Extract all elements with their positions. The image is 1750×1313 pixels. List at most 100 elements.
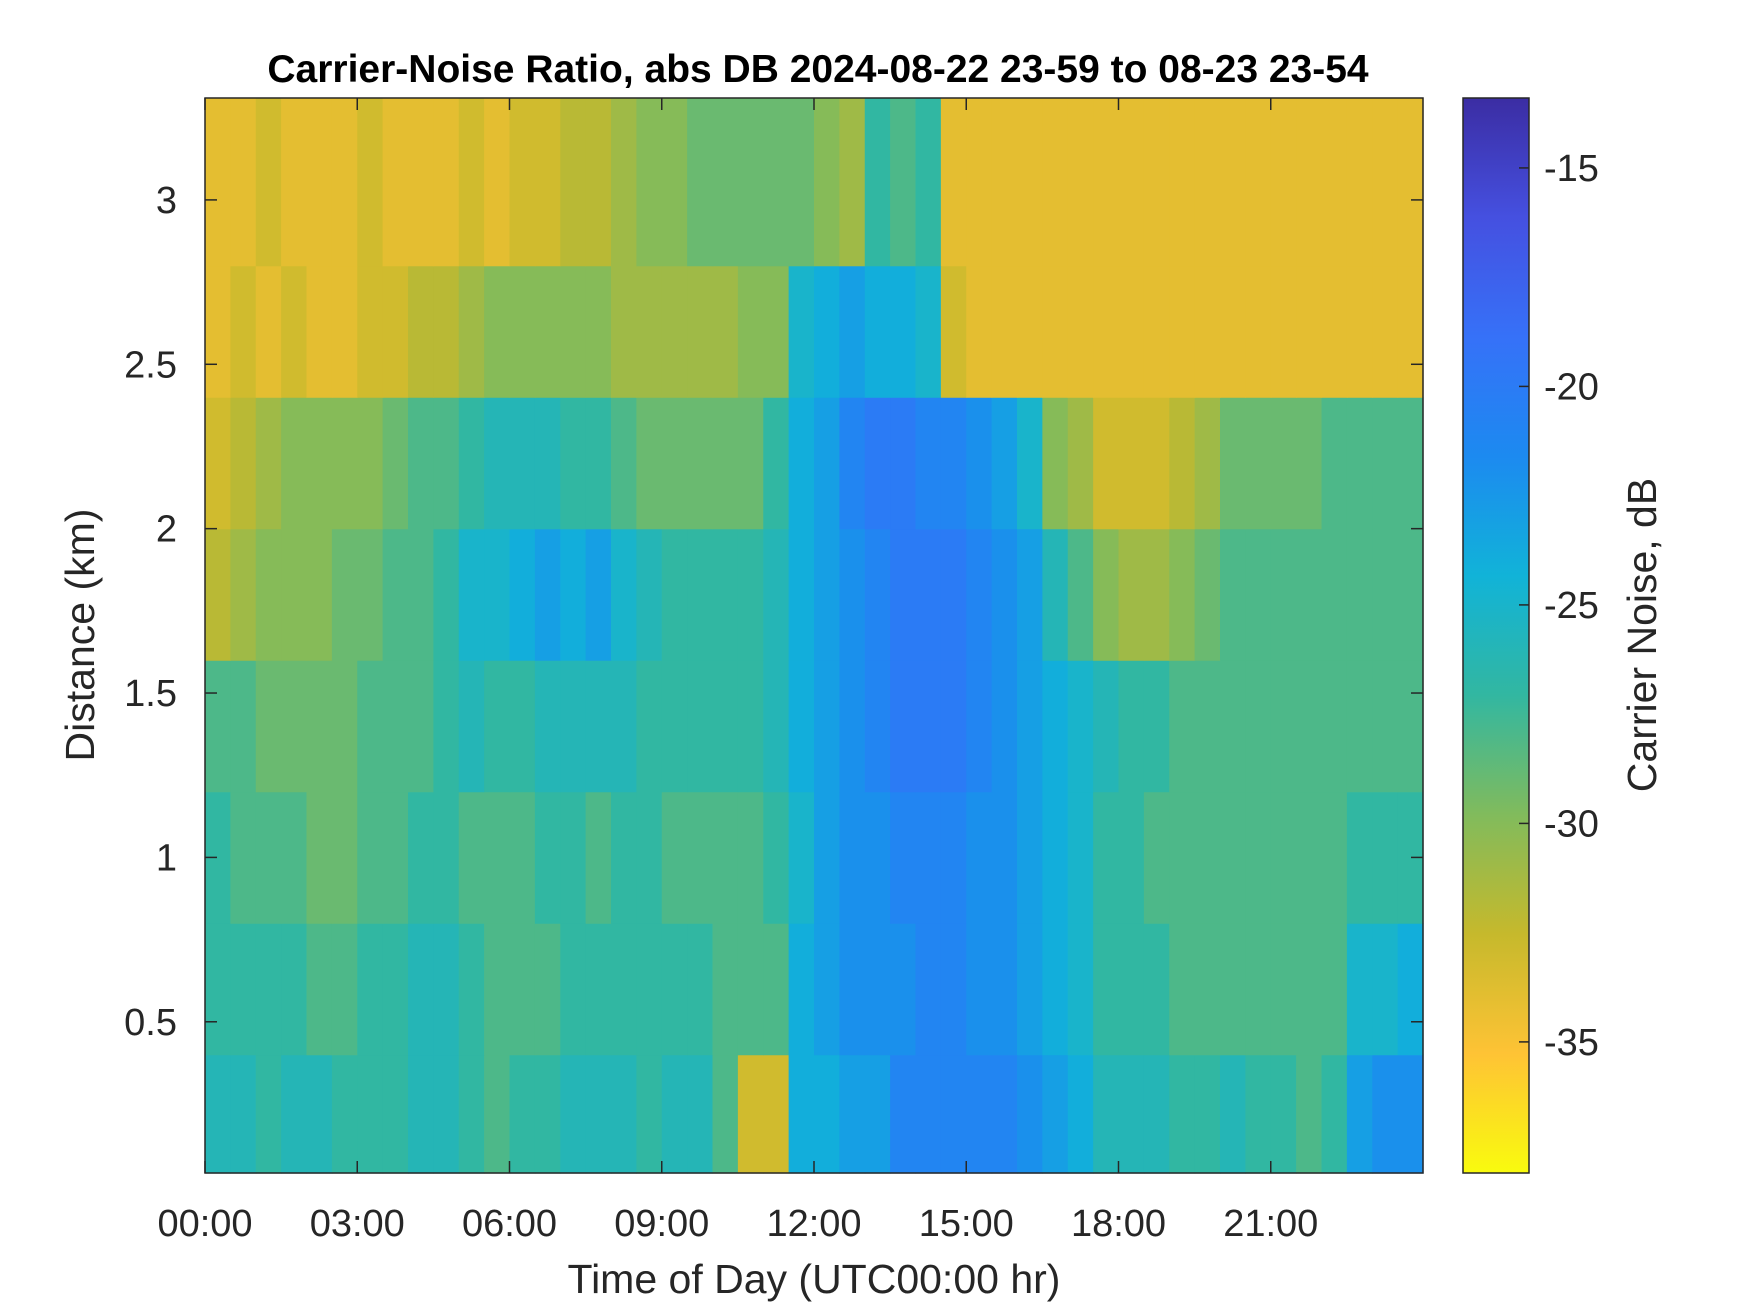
x-tick-label: 18:00 [1071,1203,1166,1245]
heatmap-cell [1017,265,1043,398]
heatmap-cell [1194,265,1221,398]
heatmap-cell [1397,397,1424,530]
heatmap-cell [611,660,637,793]
heatmap-cell [1296,98,1323,267]
heatmap-cell [991,528,1018,661]
heatmap-cell [991,265,1018,398]
heatmap-cell [585,660,612,793]
heatmap-cell [915,98,942,267]
x-tick-label: 03:00 [310,1203,405,1245]
heatmap-cell [712,791,739,924]
heatmap-cell [966,265,993,398]
heatmap-cell [205,1054,231,1174]
heatmap-cell [1372,923,1399,1056]
heatmap-cell [890,791,917,924]
heatmap-cell [331,1054,358,1174]
heatmap-cell [408,791,434,924]
colorbar-ticks: -15 -20 -25 -30 -35 [1519,148,1599,1064]
heatmap-cell [1042,528,1069,661]
heatmap-cell [255,791,282,924]
heatmap-cell [839,528,866,661]
heatmap-cell [1143,98,1170,267]
heatmap-cell [611,397,637,530]
x-tick-label: 00:00 [157,1203,252,1245]
heatmap-cell [864,791,891,924]
heatmap-cell [1245,397,1272,530]
x-tick-label: 21:00 [1223,1203,1318,1245]
heatmap-cell [382,528,409,661]
heatmap-cell [509,1054,536,1174]
heatmap-cell [230,265,257,398]
heatmap-cell [1118,923,1145,1056]
heatmap-cell [1321,1054,1348,1174]
heatmap-cell [585,923,612,1056]
heatmap-cell [585,791,612,924]
heatmap-cell [1270,265,1297,398]
heatmap-cell [890,923,917,1056]
heatmap-cell [1169,660,1196,793]
heatmap-cell [331,98,358,267]
heatmap-cell [890,265,917,398]
x-tick-label: 15:00 [919,1203,1014,1245]
heatmap-cell [382,660,409,793]
heatmap-cell [281,98,308,267]
heatmap-cell [357,1054,384,1174]
heatmap-cell [1143,265,1170,398]
heatmap-cell [940,98,967,267]
heatmap-cell [1194,528,1221,661]
colorbar-tick-label: -25 [1544,585,1599,627]
heatmap-cell [712,397,739,530]
heatmap-cell [1143,660,1170,793]
heatmap-cell [763,923,790,1056]
heatmap-cell [737,98,764,267]
heatmap-cell [306,791,333,924]
heatmap-cell [1296,660,1323,793]
heatmap-cell [788,98,815,267]
heatmap-cell [1093,528,1120,661]
heatmap-cell [1093,265,1120,398]
heatmap-cell [611,528,637,661]
heatmap-cell [281,923,308,1056]
heatmap-cell [560,98,587,267]
heatmap-cell [788,265,815,398]
heatmap-cell [230,98,257,267]
heatmap-cell [1042,397,1069,530]
heatmap-cell [864,923,891,1056]
heatmap-cell [864,1054,891,1174]
heatmap-cell [737,791,764,924]
heatmap-cell [1118,791,1145,924]
heatmap-cell [306,923,333,1056]
heatmap-cell [1169,923,1196,1056]
heatmap-cell [357,528,384,661]
heatmap-cell [484,1054,511,1174]
heatmap-cell [1220,660,1246,793]
heatmap-cell [1296,397,1323,530]
heatmap-cell [1397,528,1424,661]
heatmap-cell [433,923,460,1056]
heatmap-cell [331,528,358,661]
heatmap-cell [1270,923,1297,1056]
heatmap-cell [458,923,485,1056]
heatmap-cell [864,528,891,661]
heatmap-cell [1270,660,1297,793]
colorbar-gradient [1462,97,1530,1174]
heatmap-cell [1321,98,1348,267]
heatmap-cell [357,397,384,530]
heatmap-cell [839,397,866,530]
heatmap-cell [306,1054,333,1174]
heatmap-cell [661,98,688,267]
heatmap-cell [940,265,967,398]
heatmap-cell [1042,1054,1069,1174]
heatmap-cell [890,660,917,793]
heatmap-cell [1296,265,1323,398]
x-axis: 00:00 03:00 06:00 09:00 12:00 15:00 18:00 21:00 [157,98,1318,1245]
heatmap-cell [763,660,790,793]
heatmap-cell [915,265,942,398]
heatmap-cell [1017,397,1043,530]
heatmap-cell [1245,98,1272,267]
heatmap-cell [205,397,231,530]
heatmap-cell [966,660,993,793]
heatmap-cell [1321,660,1348,793]
heatmap-cell [509,528,536,661]
